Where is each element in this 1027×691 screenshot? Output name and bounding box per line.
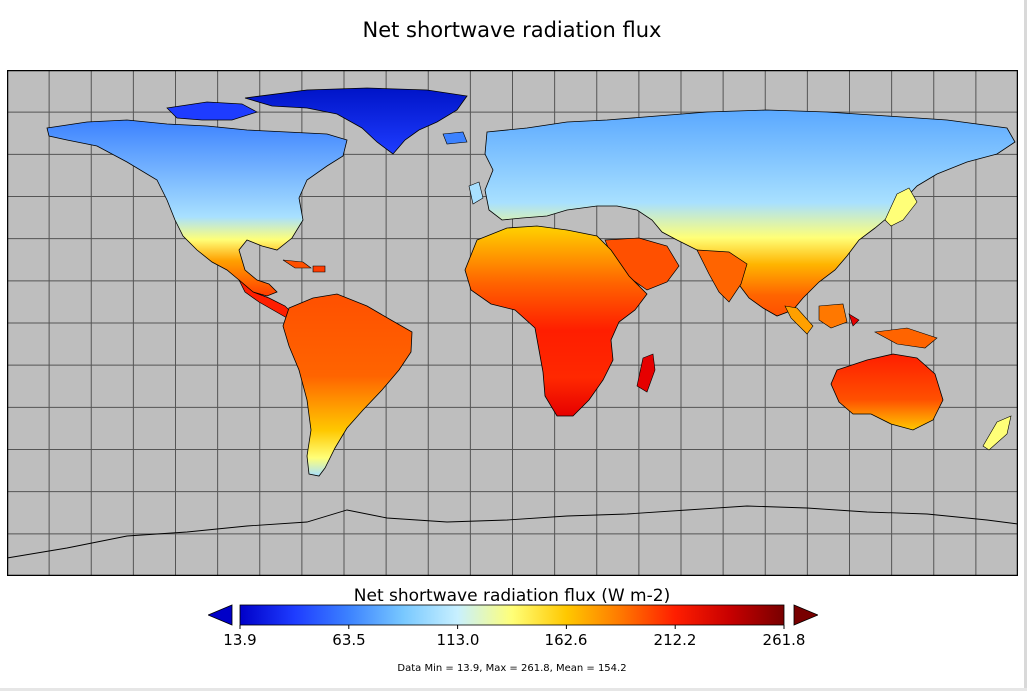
colorbar-gradient xyxy=(239,604,785,626)
landmass-borneo xyxy=(818,303,848,329)
colorbar-title: Net shortwave radiation flux (W m-2) xyxy=(353,586,671,606)
colorbar-tick-label: 261.8 xyxy=(762,631,806,649)
landmass-madagascar xyxy=(636,353,656,393)
landmass-africa xyxy=(464,225,648,417)
landmass-iceland xyxy=(442,131,468,145)
data-statistics: Data Min = 13.9, Max = 261.8, Mean = 154… xyxy=(397,663,627,674)
landmass-new-zealand xyxy=(982,415,1012,451)
map-panel xyxy=(7,70,1018,576)
colorbar-tick-label: 13.9 xyxy=(223,631,257,649)
landmass-arctic-islands xyxy=(166,101,258,121)
colorbar-over-arrow xyxy=(793,604,818,626)
landmass-sumatra xyxy=(784,305,814,335)
landmass-south-america xyxy=(282,293,413,477)
landmass-japan xyxy=(884,187,918,227)
landmass-new-guinea xyxy=(874,327,938,349)
colorbar-ticks xyxy=(239,625,785,629)
antarctica-coastline xyxy=(7,505,1018,559)
landmass-sulawesi xyxy=(848,313,860,327)
landmass-great-britain xyxy=(468,181,484,205)
colorbar-under-arrow xyxy=(208,604,233,626)
colorbar xyxy=(208,604,818,629)
map-title: Net shortwave radiation flux xyxy=(362,18,662,42)
landmass-greenland xyxy=(244,87,468,155)
landmass-cuba xyxy=(282,259,312,269)
colorbar-tick-label: 63.5 xyxy=(332,631,366,649)
colorbar-tick-label: 212.2 xyxy=(653,631,697,649)
map-border xyxy=(7,70,1018,576)
landmass-north-america xyxy=(46,119,348,297)
landmass-hispaniola xyxy=(312,265,326,273)
colorbar-tick-label: 162.6 xyxy=(544,631,588,649)
world-map xyxy=(7,70,1018,576)
window-edge xyxy=(1024,0,1027,691)
landmass-australia xyxy=(830,353,944,431)
window-edge xyxy=(0,688,1027,691)
landmass-india xyxy=(696,249,748,303)
colorbar-tick-label: 113.0 xyxy=(436,631,480,649)
landmass-eurasia xyxy=(484,109,1016,317)
